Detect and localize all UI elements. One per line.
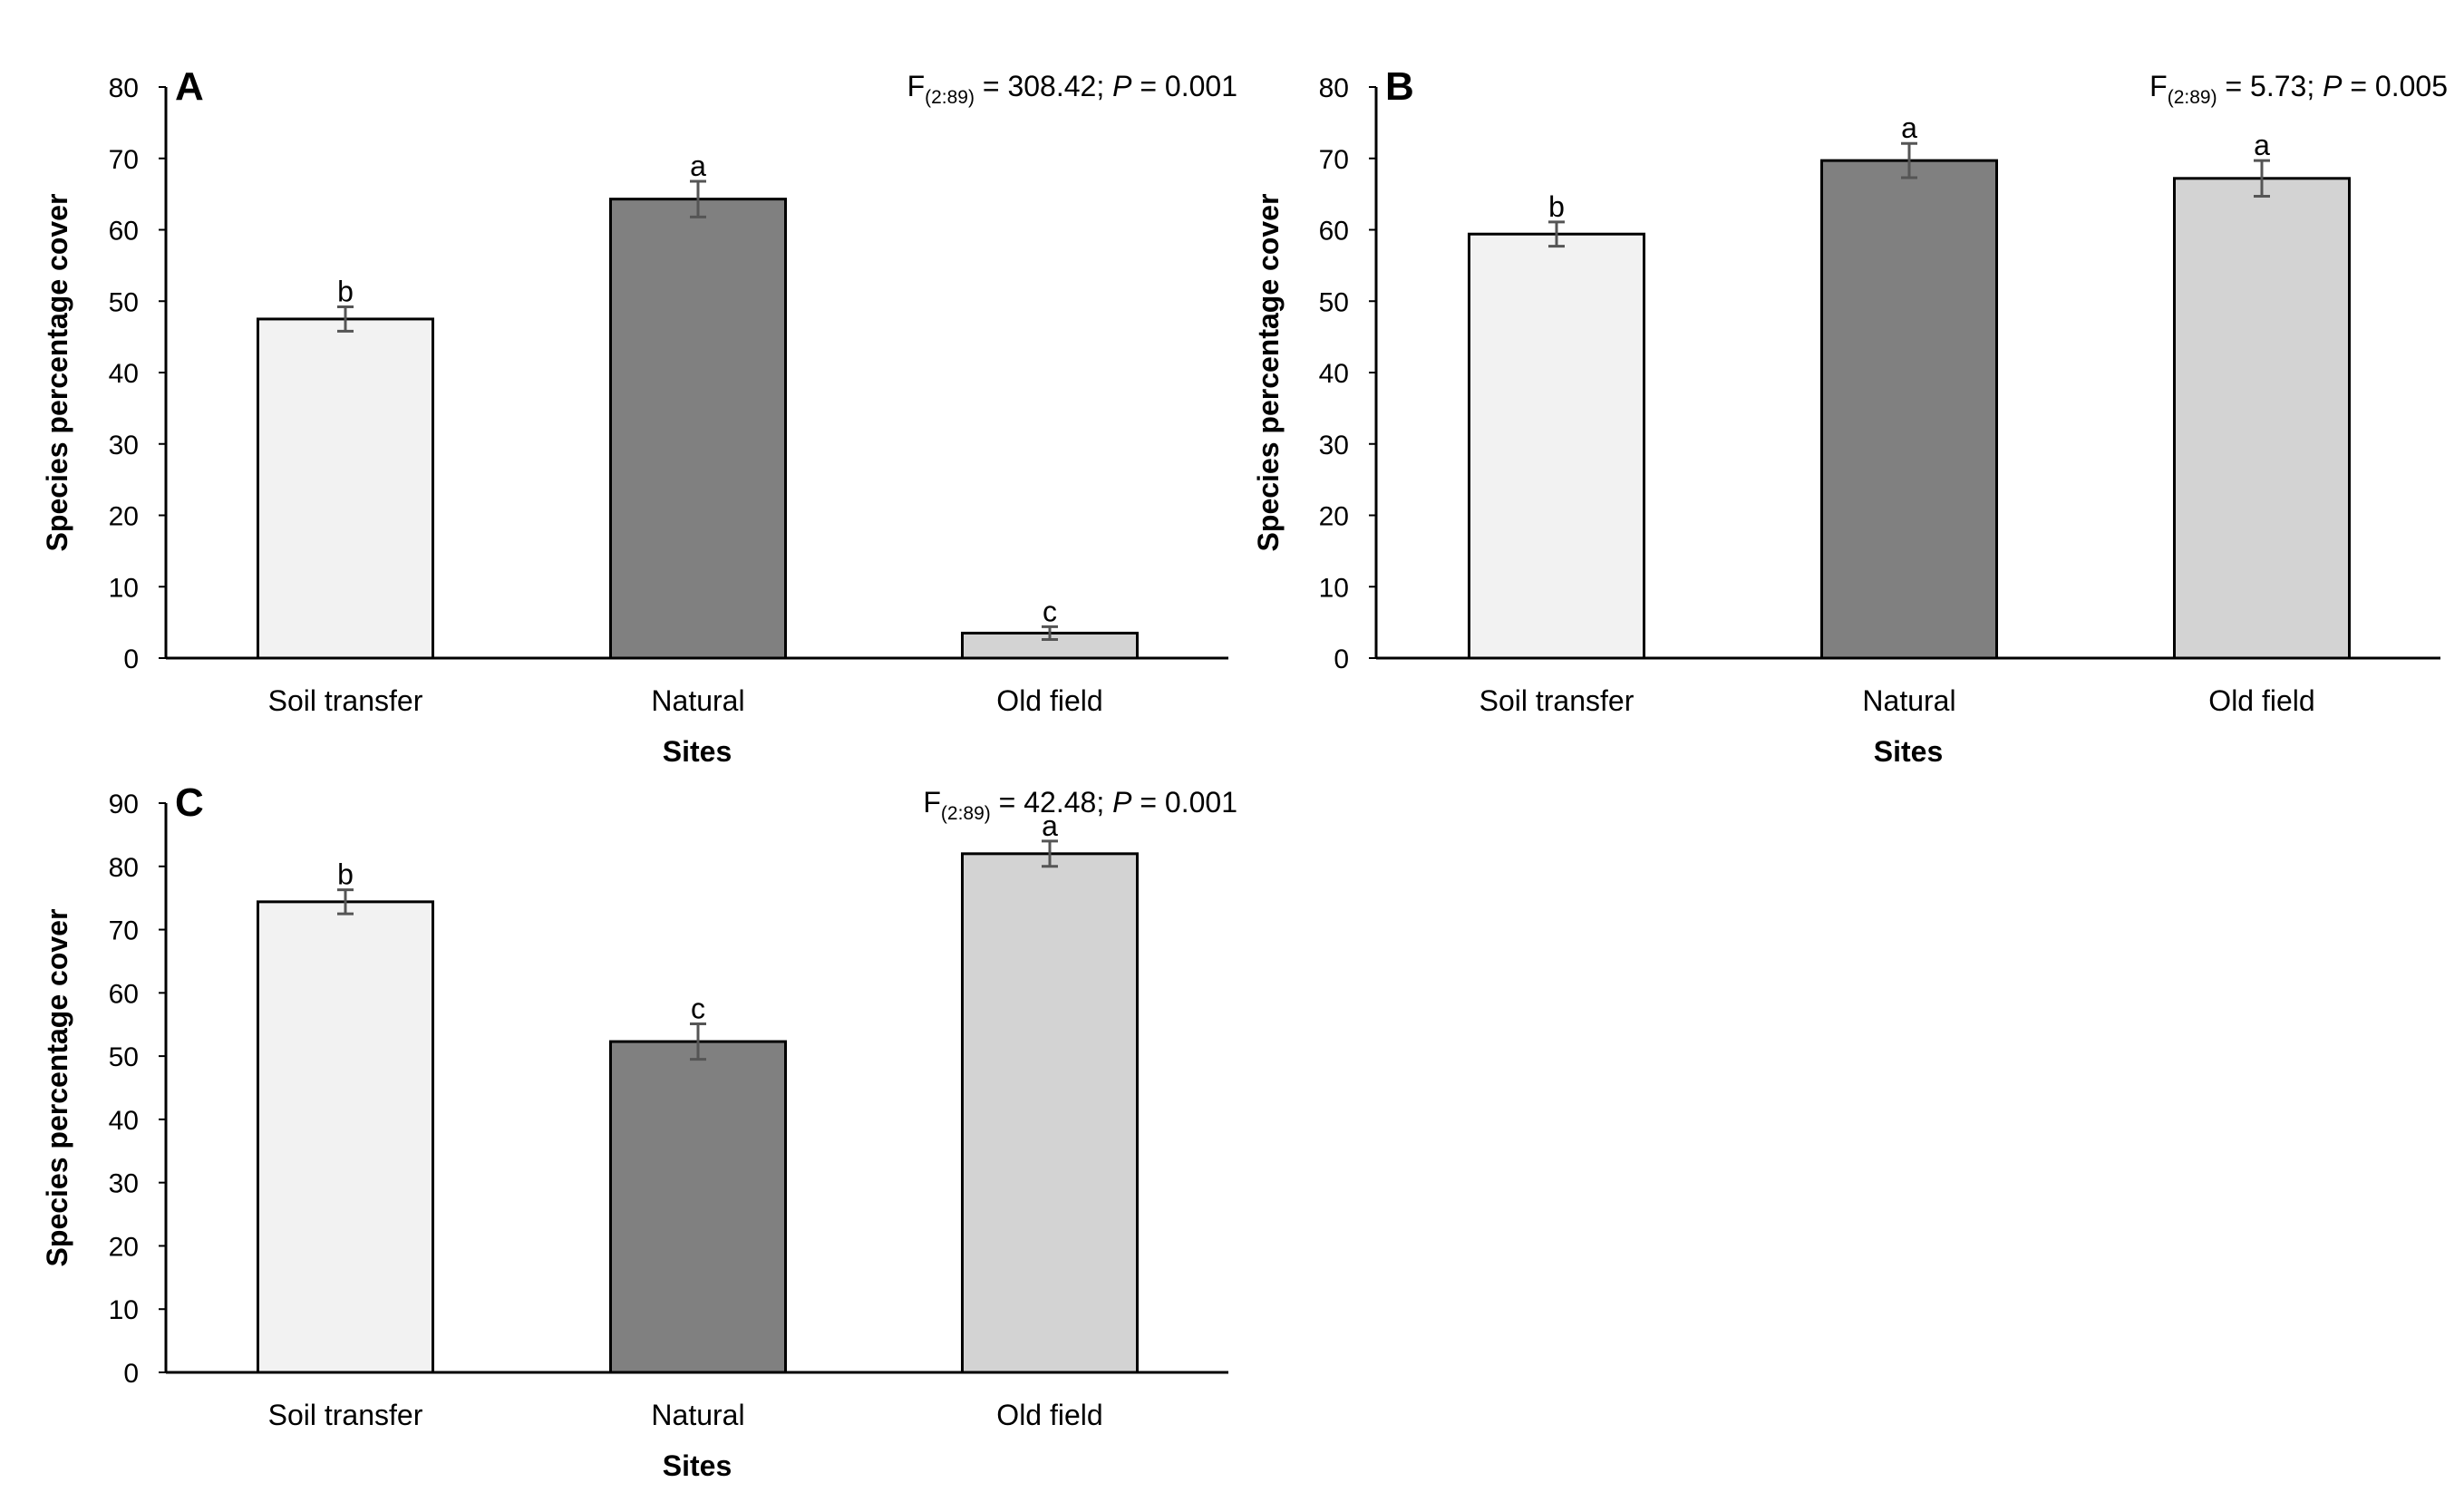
panel-a: 0 10 20 30 40 50 60 70 80 b Soil transfer a Natural c… <box>41 64 1237 768</box>
y-tick-label: 10 <box>1319 573 1349 603</box>
bar <box>609 198 787 660</box>
y-axis-title: Species percentage cover <box>41 909 73 1267</box>
y-tick-label: 40 <box>1319 359 1349 389</box>
y-tick-label: 20 <box>109 1232 139 1262</box>
stat-p-label: P <box>1112 786 1132 819</box>
panel-b: 0 10 20 30 40 50 60 70 80 b Soil transfer a Natural a… <box>1252 64 2448 768</box>
y-tick-label: 50 <box>109 1042 139 1072</box>
bar <box>1820 159 1998 660</box>
y-tick-label: 60 <box>1319 217 1349 247</box>
y-tick-label: 40 <box>109 1106 139 1136</box>
significance-letter: c <box>1043 595 1057 627</box>
y-tick-label: 40 <box>109 359 139 389</box>
stat-f-subscript: (2:89) <box>925 87 975 108</box>
y-axis-title: Species percentage cover <box>41 194 73 552</box>
significance-letter: c <box>691 993 705 1025</box>
x-category-label: Natural <box>651 684 744 717</box>
y-tick-label: 70 <box>109 916 139 946</box>
stat-f-value: = 5.73; <box>2217 70 2323 102</box>
stat-annotation: F(2:89) = 5.73; P = 0.005 <box>2149 70 2448 108</box>
bar <box>257 900 434 1374</box>
x-axis-title: Sites <box>663 1449 732 1482</box>
y-tick-label: 70 <box>109 145 139 175</box>
y-tick-label: 50 <box>109 287 139 317</box>
significance-letter: a <box>690 150 706 182</box>
x-axis-title: Sites <box>1874 735 1943 768</box>
y-tick-label: 50 <box>1319 287 1349 317</box>
y-tick-label: 80 <box>109 73 139 103</box>
stat-annotation: F(2:89) = 308.42; P = 0.001 <box>907 70 1237 108</box>
y-tick-label: 90 <box>109 790 139 819</box>
stat-p-label: P <box>2323 70 2343 102</box>
bar <box>961 852 1139 1374</box>
panel-letter: C <box>175 780 204 825</box>
x-category-label: Natural <box>1862 684 1955 717</box>
x-category-label: Old field <box>2208 684 2314 717</box>
stat-p-value: = 0.005 <box>2342 70 2448 102</box>
bar <box>1468 232 1645 660</box>
stat-f-subscript: (2:89) <box>2168 87 2217 108</box>
bar <box>2173 177 2351 660</box>
significance-letter: b <box>337 858 354 891</box>
panel-c: 0 10 20 30 40 50 60 70 80 90 b Soil transfer c Natura… <box>41 780 1237 1482</box>
bar <box>257 317 434 660</box>
significance-letter: a <box>1042 809 1058 842</box>
panel-letter: A <box>175 64 204 109</box>
y-tick-label: 0 <box>123 1359 139 1389</box>
stat-f-value: = 42.48; <box>991 786 1112 819</box>
y-tick-label: 20 <box>109 502 139 532</box>
stat-f-label: F <box>2149 70 2168 102</box>
significance-letter: a <box>1901 111 1917 144</box>
x-category-label: Soil transfer <box>1479 684 1635 717</box>
panel-letter: B <box>1385 64 1414 109</box>
y-tick-label: 30 <box>109 431 139 460</box>
x-category-label: Old field <box>996 1399 1102 1431</box>
x-category-label: Soil transfer <box>268 1399 423 1431</box>
significance-letter: b <box>337 276 354 308</box>
stat-f-subscript: (2:89) <box>941 803 991 824</box>
stat-f-label: F <box>923 786 941 819</box>
significance-letter: a <box>2254 129 2270 161</box>
x-axis-title: Sites <box>663 735 732 768</box>
x-category-label: Old field <box>996 684 1102 717</box>
y-tick-label: 60 <box>109 217 139 247</box>
y-tick-label: 10 <box>109 573 139 603</box>
significance-letter: b <box>1548 190 1565 223</box>
y-axis-title: Species percentage cover <box>1252 194 1285 552</box>
bar <box>609 1040 787 1374</box>
stat-annotation: F(2:89) = 42.48; P = 0.001 <box>923 786 1237 824</box>
y-tick-label: 80 <box>109 853 139 883</box>
stat-p-label: P <box>1112 70 1132 102</box>
y-tick-label: 30 <box>1319 431 1349 460</box>
x-category-label: Soil transfer <box>268 684 423 717</box>
stat-p-value: = 0.001 <box>1131 786 1237 819</box>
y-tick-label: 0 <box>123 644 139 674</box>
y-tick-label: 10 <box>109 1295 139 1325</box>
stat-p-value: = 0.001 <box>1131 70 1237 102</box>
y-tick-label: 20 <box>1319 502 1349 532</box>
stat-f-value: = 308.42; <box>975 70 1112 102</box>
y-tick-label: 70 <box>1319 145 1349 175</box>
y-tick-label: 30 <box>109 1169 139 1199</box>
y-tick-label: 80 <box>1319 73 1349 103</box>
stat-f-label: F <box>907 70 926 102</box>
y-tick-label: 60 <box>109 979 139 1009</box>
y-tick-label: 0 <box>1334 644 1349 674</box>
x-category-label: Natural <box>651 1399 744 1431</box>
